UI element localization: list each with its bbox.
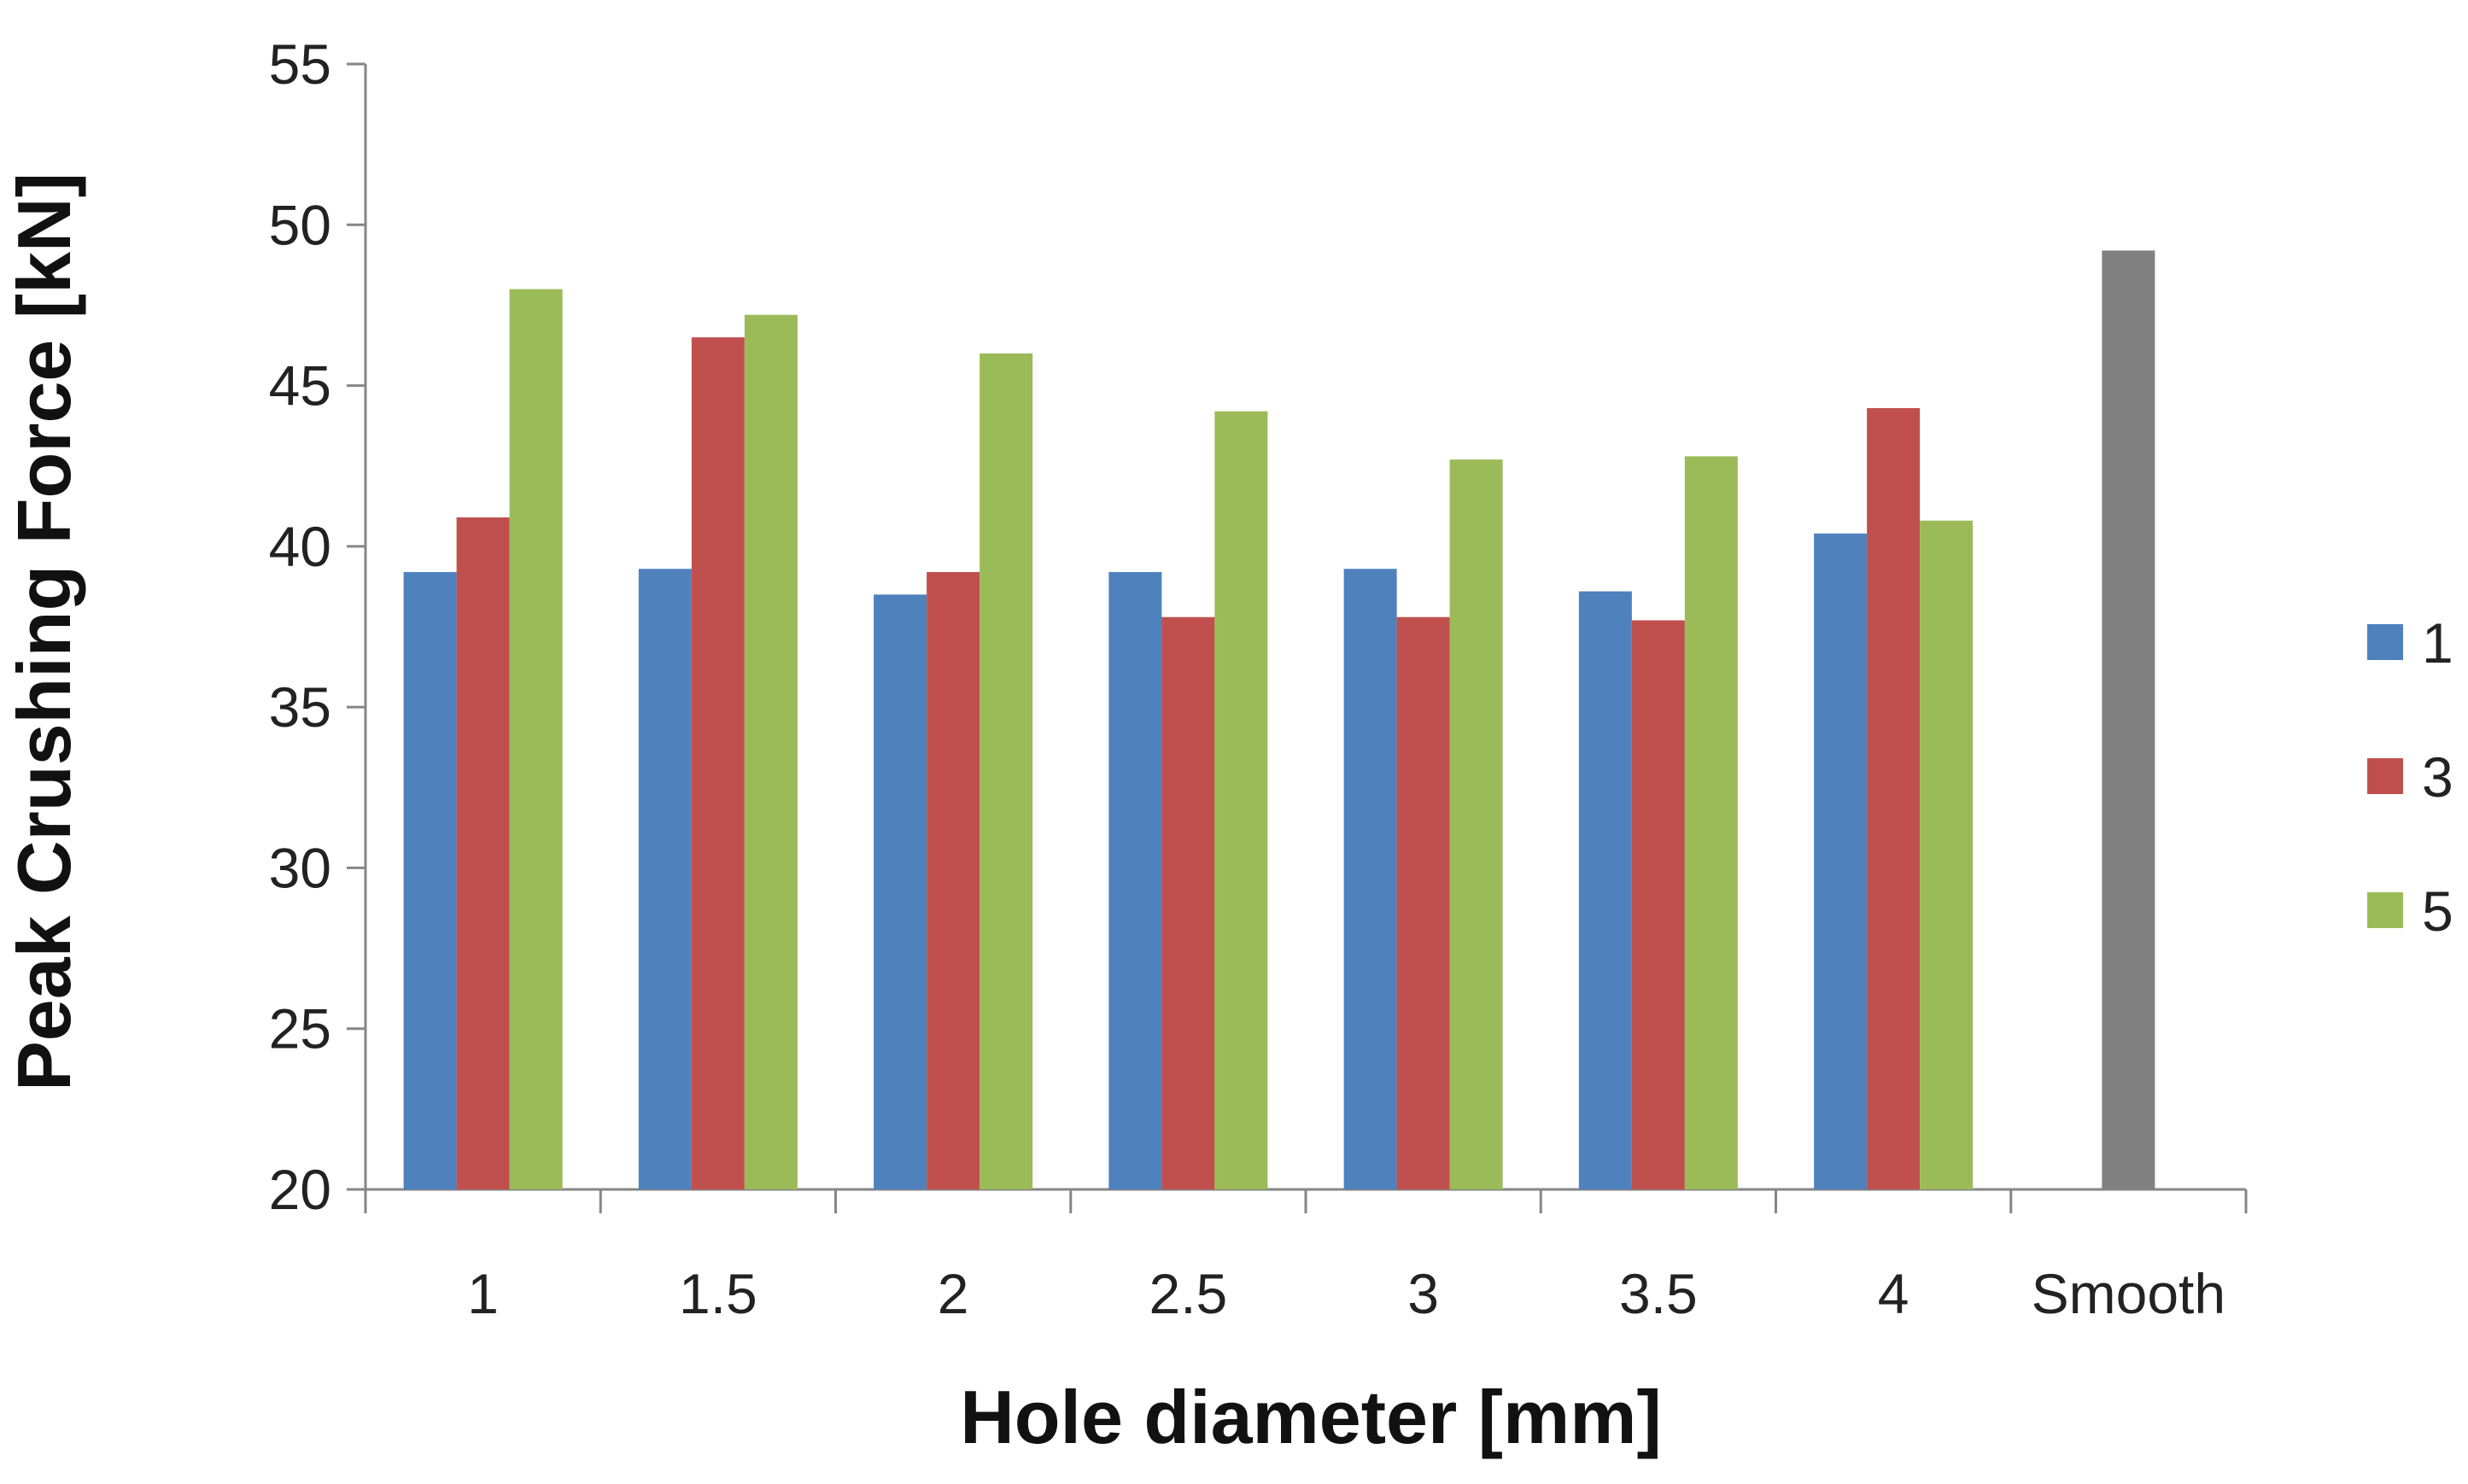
bar-series-1-cat-4 <box>1814 533 1868 1189</box>
bar-series-5-cat-3.5 <box>1684 456 1738 1189</box>
bar-series-1-cat-2.5 <box>1108 571 1162 1189</box>
x-tick-label: 3 <box>1407 1262 1439 1325</box>
y-tick-label: 20 <box>269 1158 331 1221</box>
y-tick-label: 55 <box>269 32 331 96</box>
x-tick-label: 2.5 <box>1149 1262 1228 1325</box>
y-tick-label: 30 <box>269 836 331 899</box>
legend-label-1: 1 <box>2422 611 2453 675</box>
legend-label-5: 5 <box>2422 879 2453 943</box>
legend-swatch-1 <box>2367 624 2403 660</box>
bar-series-1-cat-3 <box>1343 569 1397 1189</box>
bar-series-3-cat-1 <box>456 517 510 1189</box>
legend: 1 3 5 <box>2367 611 2453 943</box>
bar-series-5-cat-3 <box>1449 459 1503 1189</box>
legend-swatch-5 <box>2367 892 2403 928</box>
bar-series-5-cat-2.5 <box>1214 411 1268 1189</box>
y-tick-label: 40 <box>269 515 331 578</box>
bar-series-3-cat-2.5 <box>1161 616 1215 1189</box>
legend-swatch-3 <box>2367 758 2403 794</box>
bar-series-5-cat-4 <box>1920 520 1974 1189</box>
bar-series-1-cat-3.5 <box>1578 591 1632 1189</box>
x-tick-label: 2 <box>938 1262 969 1325</box>
bar-series-5-cat-1.5 <box>744 314 798 1189</box>
bar-series-1-cat-1.5 <box>638 569 692 1189</box>
bar-series-3-cat-2 <box>927 571 980 1189</box>
axes: 20 25 30 35 40 45 50 55 1 1.5 2 2.5 3 3.5 4 Smooth <box>269 32 2248 1325</box>
bar-series-5-cat-2 <box>980 353 1033 1189</box>
x-tick-label: 4 <box>1878 1262 1909 1325</box>
y-tick-label: 50 <box>269 193 331 256</box>
bar-series-1-cat-1 <box>403 571 457 1189</box>
x-tick-label: 1.5 <box>679 1262 757 1325</box>
bar-series-3-cat-3.5 <box>1631 620 1685 1189</box>
bar-series-5-cat-1 <box>509 289 563 1190</box>
bar-series-3-cat-4 <box>1867 407 1921 1190</box>
bar-series-3-cat-1.5 <box>691 337 745 1190</box>
bar-smooth <box>2102 250 2155 1190</box>
bars <box>403 250 2155 1190</box>
x-axis-title: Hole diameter [mm] <box>960 1375 1662 1459</box>
bar-series-3-cat-3 <box>1396 616 1450 1189</box>
x-tick-label: 1 <box>467 1262 499 1325</box>
x-tick-label: 3.5 <box>1619 1262 1698 1325</box>
y-tick-label: 45 <box>269 354 331 418</box>
legend-label-3: 3 <box>2422 745 2453 809</box>
bar-series-1-cat-2 <box>874 594 927 1189</box>
y-tick-label: 35 <box>269 675 331 739</box>
y-axis-title: Peak Crushing Force [kN] <box>2 172 86 1091</box>
x-tick-label: Smooth <box>2032 1262 2225 1325</box>
y-tick-label: 25 <box>269 997 331 1060</box>
